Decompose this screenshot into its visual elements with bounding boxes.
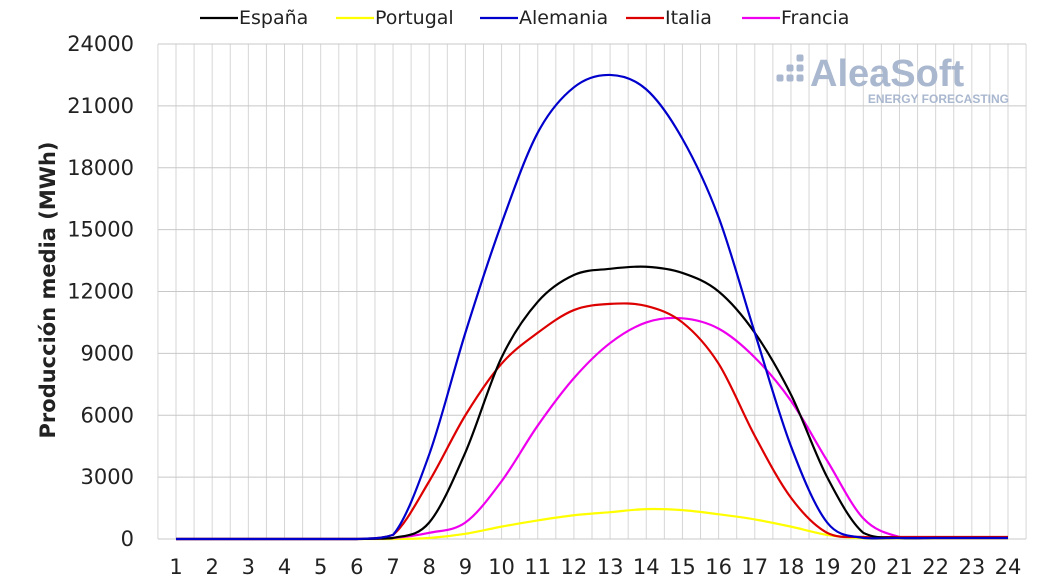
x-tick-label: 24 (995, 555, 1022, 576)
x-tick-label: 19 (814, 555, 841, 576)
x-tick-label: 2 (205, 555, 218, 576)
x-tick-label: 10 (488, 555, 515, 576)
watermark-main-text: AleaSoft (810, 53, 964, 95)
logo-dot (786, 64, 794, 72)
legend-label: Portugal (375, 7, 454, 29)
x-tick-label: 9 (459, 555, 472, 576)
logo-dot (786, 74, 794, 82)
x-tick-labels: 1 2 3 4 5 6 7 8 9 10 11 12 13 14 15 16 17 18 19 20 21 22 23 24 (169, 555, 1021, 576)
y-tick-label: 12000 (67, 280, 134, 304)
x-tick-label: 1 (169, 555, 182, 576)
logo-dot (796, 74, 804, 82)
x-tick-label: 18 (778, 555, 805, 576)
y-tick-label: 15000 (67, 218, 134, 242)
y-tick-labels: 0 3000 6000 9000 12000 15000 18000 21000 24000 (67, 32, 134, 551)
legend-label: Alemania (519, 7, 608, 29)
x-tick-label: 3 (242, 555, 255, 576)
logo-dot (796, 54, 804, 62)
x-tick-label: 14 (633, 555, 660, 576)
aleasoft-watermark: AleaSoft ENERGY FORECASTING (776, 53, 1009, 106)
x-tick-label: 6 (350, 555, 363, 576)
legend-label: Italia (665, 7, 712, 29)
aleasoft-logo-dots-icon (776, 54, 804, 82)
x-tick-label: 23 (958, 555, 985, 576)
x-tick-label: 16 (705, 555, 732, 576)
x-tick-label: 8 (423, 555, 436, 576)
series-line-alemania (175, 73, 1008, 541)
x-tick-label: 4 (278, 555, 291, 576)
x-tick-label: 5 (314, 555, 327, 576)
x-tick-label: 12 (561, 555, 588, 576)
watermark-sub-text: ENERGY FORECASTING (868, 92, 1009, 106)
y-tick-label: 18000 (67, 156, 134, 180)
y-tick-label: 0 (121, 527, 134, 551)
legend-label: España (239, 7, 308, 29)
x-tick-label: 20 (850, 555, 877, 576)
y-tick-label: 9000 (81, 341, 134, 365)
x-tick-label: 21 (886, 555, 913, 576)
logo-dot (796, 64, 804, 72)
legend: España Portugal Alemania Italia Francia (200, 7, 849, 29)
y-tick-label: 6000 (81, 403, 134, 427)
series-lines (175, 73, 1008, 541)
x-tick-label: 7 (386, 555, 399, 576)
y-tick-label: 3000 (81, 465, 134, 489)
x-tick-label: 22 (922, 555, 949, 576)
x-tick-label: 17 (741, 555, 768, 576)
y-tick-label: 21000 (67, 94, 134, 118)
y-tick-label: 24000 (67, 32, 134, 56)
x-tick-label: 11 (524, 555, 551, 576)
grid-lines (157, 43, 1027, 540)
legend-label: Francia (781, 7, 849, 29)
y-axis-label: Producción media (MWh) (36, 142, 60, 439)
x-tick-label: 13 (597, 555, 624, 576)
x-tick-label: 15 (669, 555, 696, 576)
logo-dot (776, 74, 784, 82)
